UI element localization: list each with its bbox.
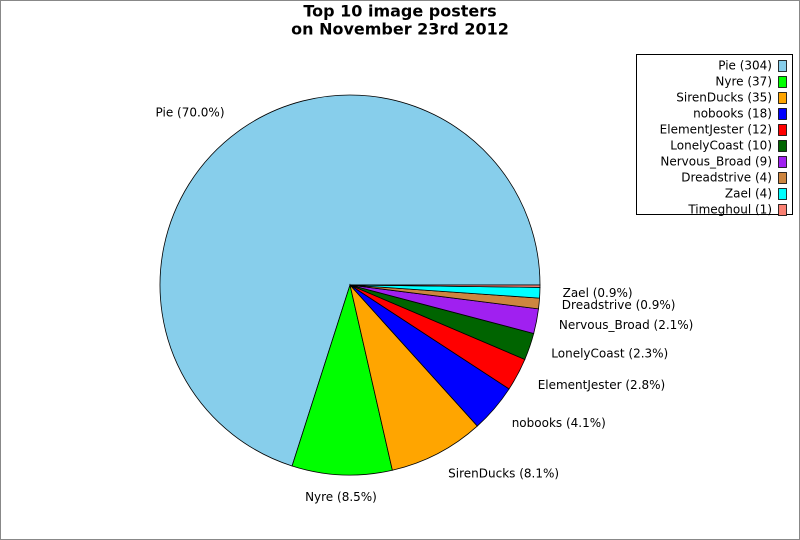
legend-swatch — [778, 140, 787, 152]
chart-title: Top 10 image posters — [303, 2, 496, 21]
slice-label: ElementJester (2.8%) — [538, 378, 666, 392]
slice-label: Zael (0.9%) — [563, 286, 633, 300]
legend-label: SirenDucks (35) — [676, 91, 772, 105]
slice-label: Pie (70.0%) — [156, 106, 225, 120]
chart-title: on November 23rd 2012 — [291, 20, 509, 39]
slice-label: Dreadstrive (0.9%) — [562, 298, 676, 312]
legend-label: Dreadstrive (4) — [681, 171, 772, 185]
legend-swatch — [778, 76, 787, 88]
slice-label: SirenDucks (8.1%) — [448, 466, 559, 480]
legend-label: ElementJester (12) — [660, 123, 772, 137]
slice-label: LonelyCoast (2.3%) — [551, 346, 668, 360]
legend-label: Timeghoul (1) — [687, 203, 772, 217]
legend-label: Pie (304) — [718, 59, 772, 73]
legend-swatch — [778, 172, 787, 184]
slice-label: nobooks (4.1%) — [512, 416, 606, 430]
legend-label: nobooks (18) — [693, 107, 772, 121]
legend-swatch — [778, 108, 787, 120]
legend-label: Zael (4) — [725, 187, 772, 201]
legend-swatch — [778, 124, 787, 136]
pie-slice — [349, 284, 541, 288]
legend-swatch — [778, 188, 787, 200]
legend-swatch — [778, 156, 787, 168]
legend-swatch — [778, 60, 787, 72]
pie-slice — [159, 94, 541, 467]
legend-label: Nervous_Broad (9) — [660, 155, 772, 169]
legend-swatch — [778, 92, 787, 104]
legend-swatch — [778, 204, 787, 216]
pie-slice — [291, 283, 393, 476]
slice-label: Nyre (8.5%) — [305, 490, 377, 504]
legend-label: LonelyCoast (10) — [670, 139, 772, 153]
pie-slice — [349, 283, 478, 471]
legend-box — [636, 54, 793, 215]
legend-label: Nyre (37) — [715, 75, 772, 89]
slice-label: Nervous_Broad (2.1%) — [559, 318, 693, 332]
